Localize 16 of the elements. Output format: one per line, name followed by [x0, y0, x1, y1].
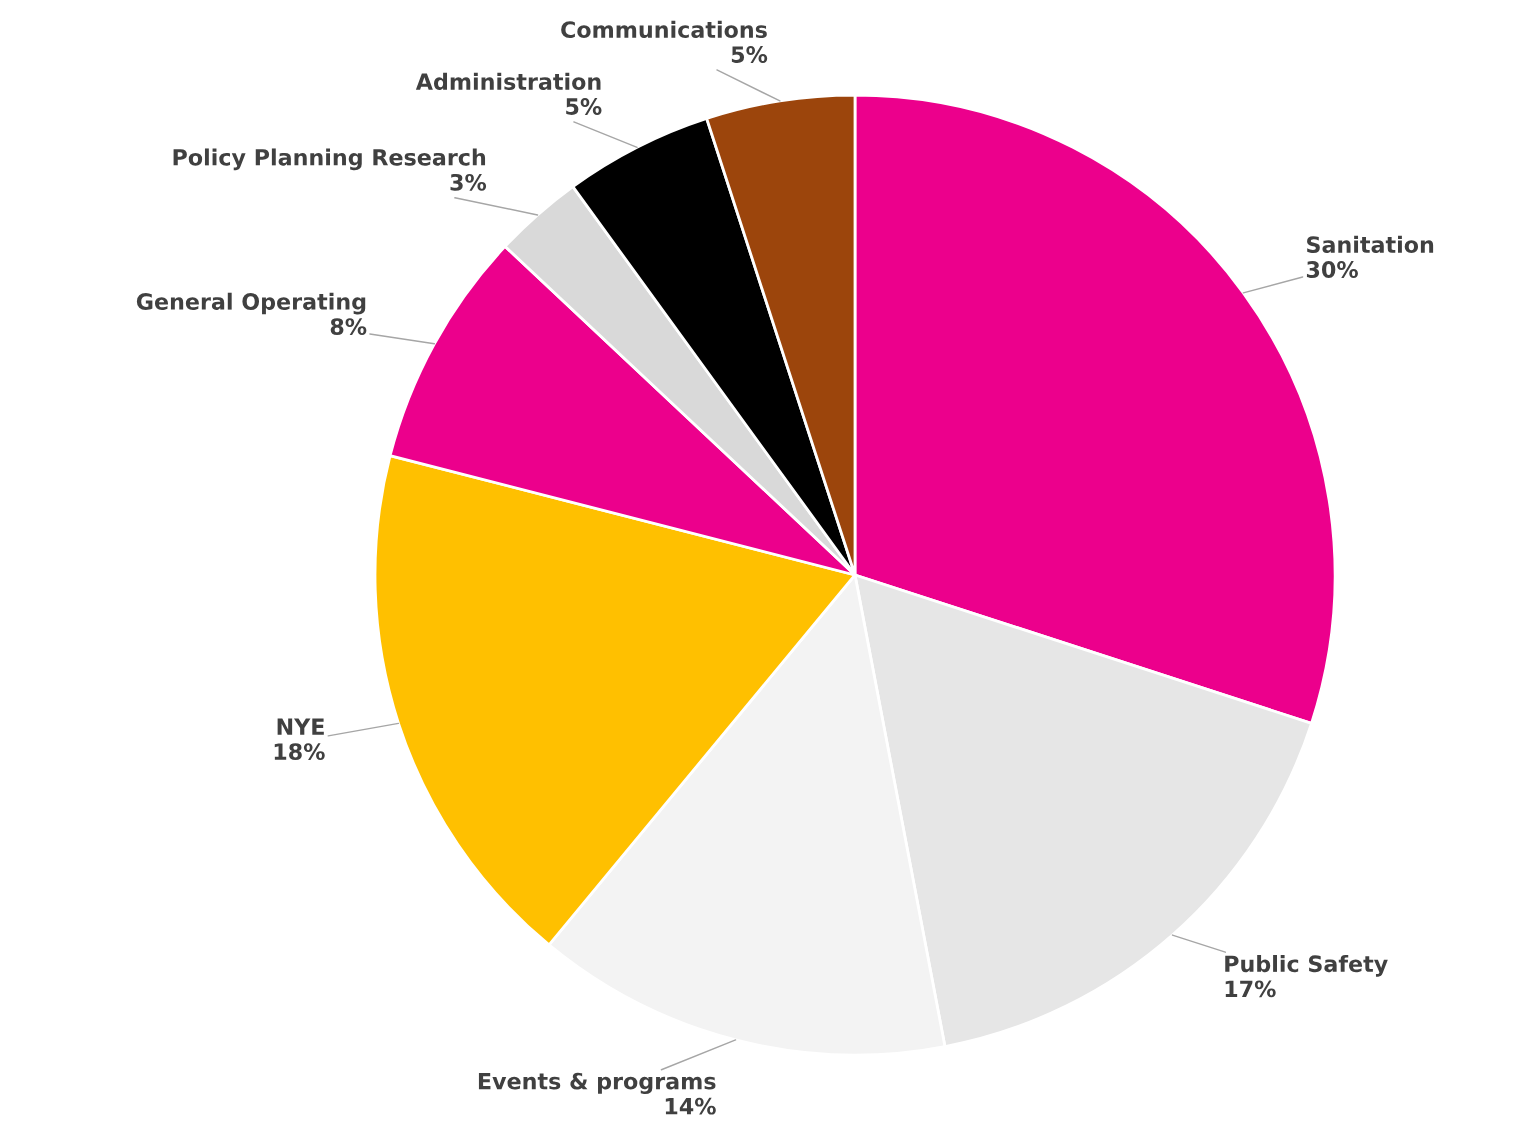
slice-label: General Operating	[136, 292, 366, 315]
slice-label: Sanitation	[1307, 235, 1434, 254]
data-label: 5%	[566, 98, 602, 115]
slice-label: NYE	[277, 718, 324, 735]
slice-label: Administration	[415, 72, 601, 90]
slice-label: Events & programs	[478, 1072, 716, 1095]
data-label: 14%	[665, 1097, 716, 1115]
data-label: 8%	[330, 318, 367, 335]
data-label: 30%	[1306, 261, 1358, 278]
slice-label: Policy Planning Research	[173, 148, 486, 171]
slice-label: Public Safety	[1225, 954, 1388, 977]
data-label: 5%	[731, 46, 768, 63]
data-label: 18%	[274, 743, 325, 761]
data-label: 3%	[450, 173, 487, 191]
data-label: 17%	[1225, 980, 1276, 998]
slice-label: Communications	[561, 20, 767, 39]
